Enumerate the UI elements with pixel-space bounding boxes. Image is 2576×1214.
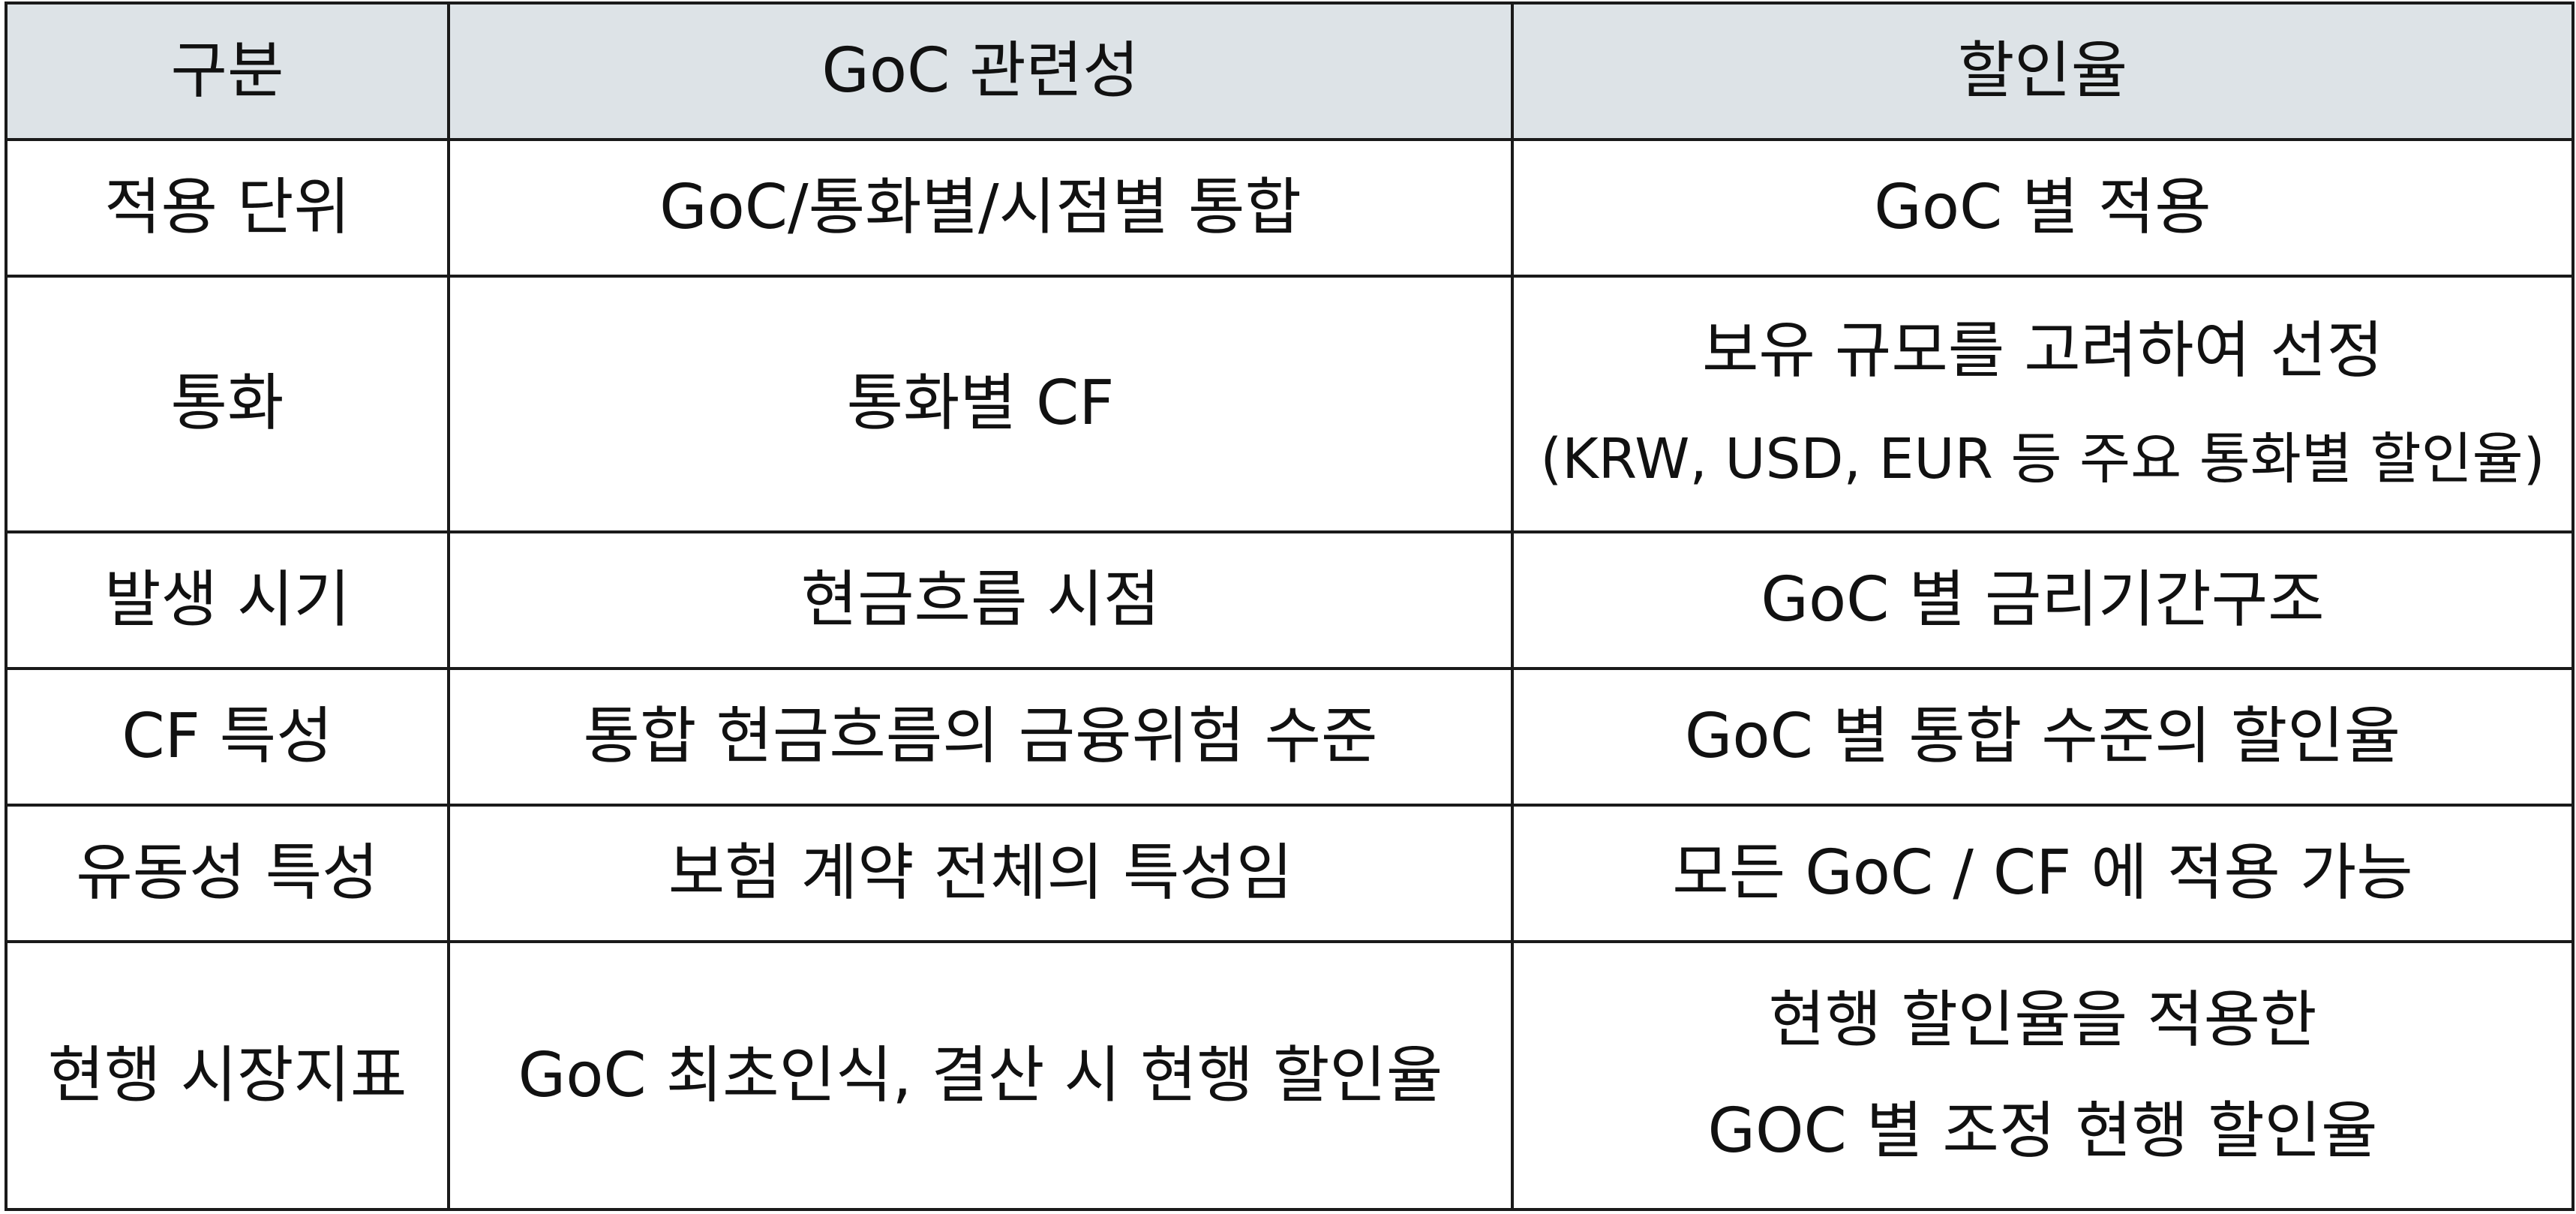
cell-line: (KRW, USD, EUR 등 주요 통화별 할인율) [1540,427,2545,492]
table-row: CF 특성 통합 현금흐름의 금융위험 수준 GoC 별 통합 수준의 할인율 [5,666,2574,807]
header-category: 구분 [5,2,450,141]
row-discount: GoC 별 금리기간구조 [1511,530,2574,670]
row-relevance: GoC/통화별/시점별 통합 [447,137,1514,278]
cell-line: GoC/통화별/시점별 통합 [659,172,1302,244]
row-discount: 모든 GoC / CF 에 적용 가능 [1511,804,2574,944]
row-discount: 보유 규모를 고려하여 선정 (KRW, USD, EUR 등 주요 통화별 할… [1511,275,2574,533]
row-category: CF 특성 [5,666,450,807]
row-relevance: 보험 계약 전체의 특성임 [447,804,1514,944]
comparison-table-container: 구분 GoC 관련성 할인율 적용 단위 GoC/통화별/시점별 통합 GoC … [5,2,2574,1211]
header-row: 구분 GoC 관련성 할인율 [5,2,2574,141]
comparison-table: 구분 GoC 관련성 할인율 적용 단위 GoC/통화별/시점별 통합 GoC … [5,2,2574,1211]
cell-line: 통합 현금흐름의 금융위험 수준 [583,701,1378,773]
cell-line: GoC 별 적용 [1874,172,2211,244]
table-row: 유동성 특성 보험 계약 전체의 특성임 모든 GoC / CF 에 적용 가능 [5,804,2574,944]
cell-line: 보유 규모를 고려하여 선정 [1701,315,2384,387]
row-discount: GoC 별 통합 수준의 할인율 [1511,666,2574,807]
cell-line: GoC 별 통합 수준의 할인율 [1684,701,2401,773]
header-discount-rate: 할인율 [1511,2,2574,141]
table-row: 적용 단위 GoC/통화별/시점별 통합 GoC 별 적용 [5,137,2574,278]
header-goc-relevance: GoC 관련성 [447,2,1514,141]
row-relevance: 통합 현금흐름의 금융위험 수준 [447,666,1514,807]
cell-line: GoC 별 금리기간구조 [1761,563,2325,636]
table-row: 통화 통화별 CF 보유 규모를 고려하여 선정 (KRW, USD, EUR … [5,275,2574,533]
row-category: 유동성 특성 [5,804,450,944]
row-relevance: GoC 최초인식, 결산 시 현행 할인율 [447,940,1514,1211]
row-discount: 현행 할인율을 적용한 GOC 별 조정 현행 할인율 [1511,940,2574,1211]
row-category: 현행 시장지표 [5,940,450,1211]
cell-line: 보험 계약 전체의 특성임 [668,837,1293,909]
cell-line: 현금흐름 시점 [800,563,1160,636]
row-relevance: 통화별 CF [447,275,1514,533]
row-category: 통화 [5,275,450,533]
row-category: 발생 시기 [5,530,450,670]
row-category: 적용 단위 [5,137,450,278]
cell-line: 현행 할인율을 적용한 [1768,984,2317,1056]
table-row: 현행 시장지표 GoC 최초인식, 결산 시 현행 할인율 현행 할인율을 적용… [5,940,2574,1211]
cell-line: 모든 GoC / CF 에 적용 가능 [1672,837,2413,909]
row-discount: GoC 별 적용 [1511,137,2574,278]
table-row: 발생 시기 현금흐름 시점 GoC 별 금리기간구조 [5,530,2574,670]
row-relevance: 현금흐름 시점 [447,530,1514,670]
cell-line: GOC 별 조정 현행 할인율 [1707,1095,2378,1167]
cell-line: 통화별 CF [846,368,1115,440]
cell-line: GoC 최초인식, 결산 시 현행 할인율 [518,1039,1443,1111]
